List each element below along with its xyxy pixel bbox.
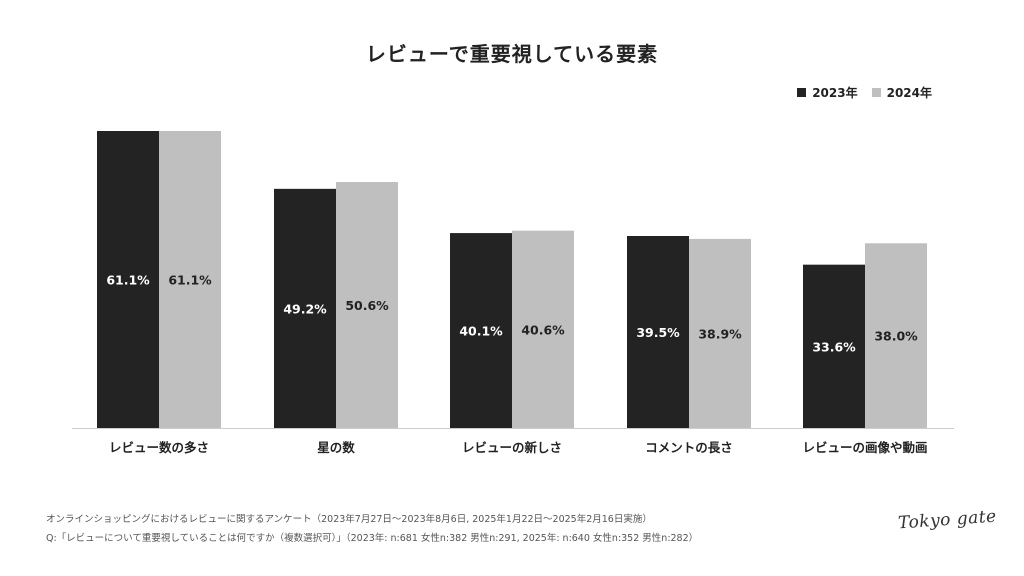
data-label-2023-0: 61.1% <box>106 273 150 288</box>
legend-item-2024: 2024年 <box>871 84 932 101</box>
bar-2024-3 <box>689 238 751 428</box>
data-label-2024-2: 40.6% <box>521 322 565 337</box>
legend-item-2023: 2023年 <box>797 84 858 101</box>
survey-footnote: オンラインショッピングにおけるレビューに関するアンケート（2023年7月27日〜… <box>46 514 652 525</box>
category-label-4: レビューの画像や動画 <box>802 440 927 455</box>
data-label-2023-2: 40.1% <box>459 324 503 339</box>
bar-2023-0 <box>97 131 159 428</box>
bar-2024-4 <box>865 243 927 428</box>
legend-swatch-2023 <box>797 88 807 97</box>
bar-2023-4 <box>803 264 865 428</box>
data-label-2023-3: 39.5% <box>636 325 680 340</box>
category-label-2: レビューの新しさ <box>462 440 562 455</box>
category-label-1: 星の数 <box>317 440 355 455</box>
bar-2024-0 <box>159 131 221 428</box>
question-footnote: Q:「レビューについて重要視していることは何ですか（複数選択可）」（2023年:… <box>46 533 699 544</box>
category-label-3: コメントの長さ <box>645 440 733 455</box>
legend: 2023年 2024年 <box>797 84 932 101</box>
legend-label-2023: 2023年 <box>812 86 858 100</box>
bar-2023-2 <box>450 233 512 428</box>
data-label-2024-0: 61.1% <box>168 273 212 288</box>
bar-2024-2 <box>512 230 574 428</box>
legend-swatch-2024 <box>871 88 881 97</box>
chart-title: レビューで重要視している要素 <box>365 42 659 66</box>
data-label-2024-4: 38.0% <box>874 329 918 344</box>
data-label-2024-3: 38.9% <box>698 326 742 341</box>
legend-label-2024: 2024年 <box>886 86 932 100</box>
bar-2023-1 <box>274 188 336 428</box>
bar-2024-1 <box>336 182 398 428</box>
data-label-2023-1: 49.2% <box>283 301 327 316</box>
bar-2023-3 <box>627 235 689 428</box>
data-label-2023-4: 33.6% <box>812 339 856 354</box>
category-label-0: レビュー数の多さ <box>109 440 209 455</box>
data-label-2024-1: 50.6% <box>345 298 389 313</box>
